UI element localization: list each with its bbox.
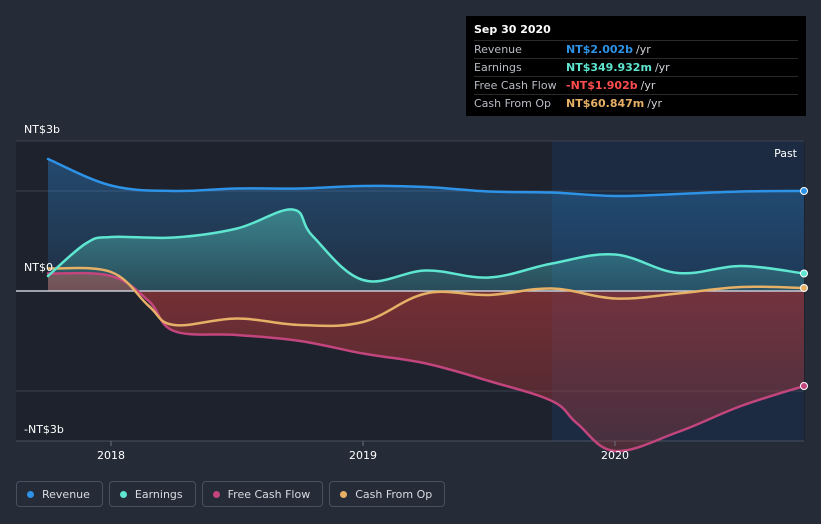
earnings-dot-icon [119,490,127,498]
x-tick-label: 2018 [97,449,125,462]
series-end-point-cash-from-op [800,284,808,292]
y-label-bottom: -NT$3b [24,423,64,436]
past-label: Past [774,147,798,160]
series-line-earnings [46,208,806,283]
tooltip-label: Free Cash Flow [474,79,557,92]
series-line-revenue [46,157,806,198]
tooltip-row-revenue: Revenue NT$2.002b /yr [474,40,798,58]
tooltip-row-earnings: Earnings NT$349.932m /yr [474,58,798,76]
series-end-point-revenue [800,187,808,195]
tooltip-date: Sep 30 2020 [474,23,551,36]
area-earnings [48,209,804,291]
legend: Revenue Earnings Free Cash Flow Cash Fro… [16,481,446,509]
x-tick-label: 2020 [601,449,629,462]
legend-item-free-cash-flow[interactable]: Free Cash Flow [201,481,324,507]
x-tick-label: 2019 [349,449,377,462]
legend-label: Earnings [134,487,183,501]
legend-item-cash-from-op[interactable]: Cash From Op [329,481,446,507]
series-end-point-earnings [800,269,808,278]
tooltip-label: Earnings [474,61,522,74]
tooltip-unit: /yr [636,43,651,56]
legend-label: Free Cash Flow [227,487,311,501]
tooltip-value: NT$60.847m [566,97,645,110]
y-label-zero: NT$0 [24,261,53,274]
tooltip-value: -NT$1.902b [566,79,638,92]
tooltip-unit: /yr [640,79,656,92]
legend-label: Cash From Op [355,487,433,501]
legend-label: Revenue [42,487,90,501]
tooltip-unit: /yr [654,61,670,74]
revenue-dot-icon [27,490,34,498]
legend-item-revenue[interactable]: Revenue [16,481,103,507]
tooltip-row-cash-from-op: Cash From Op NT$60.847m /yr [474,94,798,112]
tooltip: Sep 30 2020 Revenue NT$2.002b /yr Earnin… [466,16,806,116]
tooltip-label: Cash From Op [474,97,552,110]
tooltip-value: NT$349.932m [566,61,652,74]
y-label-top: NT$3b [24,123,60,136]
tooltip-label: Revenue [474,43,522,56]
tooltip-unit: /yr [647,97,663,110]
tooltip-value: NT$2.002b [566,43,634,56]
legend-item-earnings[interactable]: Earnings [108,481,196,507]
series-line-cash-from-op [46,266,806,328]
free-cash-flow-dot-icon [212,490,220,498]
cash-from-op-dot-icon [340,490,348,498]
tooltip-row-free-cash-flow: Free Cash Flow -NT$1.902b /yr [474,76,798,94]
series-end-point-free-cash-flow [800,382,808,390]
